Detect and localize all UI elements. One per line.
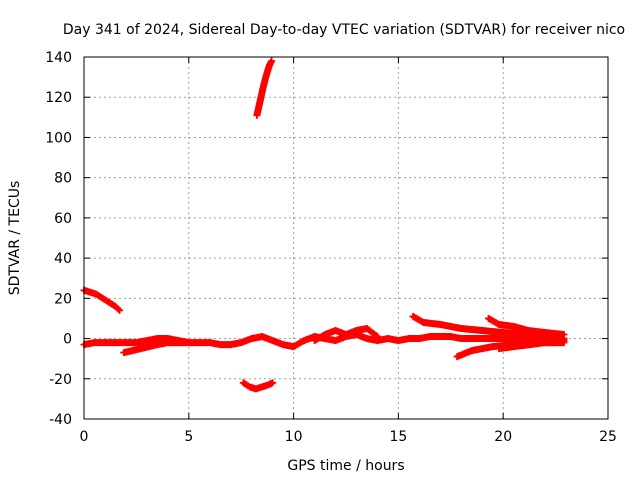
series-arc-secondary-bump (311, 325, 381, 345)
y-tick-label: 0 (63, 332, 72, 348)
x-tick-label: 5 (184, 429, 193, 445)
grid-lines (84, 57, 608, 419)
series-arc-rising-19h (495, 339, 568, 353)
y-axis-label: SDTVAR / TECUs (7, 181, 23, 296)
data-point (269, 379, 277, 387)
data-point (185, 339, 193, 347)
x-tick-label: 25 (599, 429, 617, 445)
series-arc-descending-19h (485, 314, 568, 339)
series-arc-short-low (239, 379, 277, 393)
data-point (560, 331, 568, 339)
y-tick-label: 140 (45, 50, 72, 66)
series-arc-early-high (80, 286, 124, 314)
x-tick-label: 20 (494, 429, 512, 445)
x-axis-label: GPS time / hours (287, 458, 404, 474)
data-point (116, 306, 124, 314)
y-tick-label: 80 (54, 171, 72, 187)
y-tick-label: 40 (54, 251, 72, 267)
chart-title: Day 341 of 2024, Sidereal Day-to-day VTE… (63, 22, 625, 38)
x-tick-label: 15 (389, 429, 407, 445)
y-tick-label: 60 (54, 211, 72, 227)
x-tick-label: 10 (285, 429, 303, 445)
y-tick-label: -40 (49, 412, 72, 428)
data-point (114, 305, 122, 313)
data-point (560, 339, 568, 347)
y-tick-label: 20 (54, 291, 72, 307)
y-tick-label: 120 (45, 90, 72, 106)
plot-frame (83, 56, 609, 420)
series-arc-steep-high (253, 57, 276, 119)
series-arc-early-low (120, 339, 193, 357)
axis-ticks: 0 5 10 15 20 25 -40 -20 0 20 40 60 80 100 120 140 (45, 50, 617, 445)
x-tick-label: 0 (80, 429, 89, 445)
data-point (373, 333, 381, 341)
y-tick-label: -20 (49, 372, 72, 388)
y-tick-label: 100 (45, 130, 72, 146)
data-points (80, 57, 568, 393)
data-point (268, 57, 276, 65)
